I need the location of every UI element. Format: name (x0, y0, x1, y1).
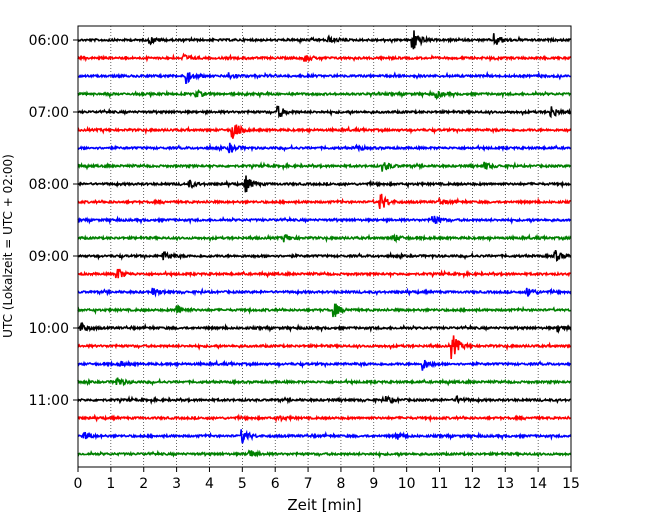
x-tick-label: 13 (496, 476, 514, 492)
trace-line (77, 88, 572, 101)
trace-line (77, 105, 572, 119)
trace-line (77, 321, 572, 335)
x-tick-label: 10 (398, 476, 416, 492)
x-axis-label: Zeit [min] (287, 496, 361, 514)
x-tick-label: 3 (172, 476, 181, 492)
trace-line (77, 175, 571, 193)
trace-line (77, 215, 572, 225)
trace-line (77, 429, 572, 444)
x-tick-label: 1 (106, 476, 115, 492)
y-tick-label: 10:00 (29, 321, 69, 337)
seismogram-traces (77, 30, 572, 459)
x-tick-label: 8 (336, 476, 345, 492)
trace-line (77, 268, 571, 280)
x-axis-ticks: 0 1 2 3 4 5 6 7 8 9 10 11 12 13 14 15 (74, 467, 580, 492)
x-tick-label: 11 (431, 476, 449, 492)
x-tick-label: 0 (74, 476, 83, 492)
plot-frame (77, 25, 572, 468)
trace-line (77, 142, 571, 154)
x-tick-label: 14 (529, 476, 547, 492)
x-tick-label: 5 (238, 476, 247, 492)
y-tick-label: 06:00 (29, 33, 69, 49)
trace-line (77, 124, 572, 139)
x-tick-label: 6 (271, 476, 280, 492)
x-tick-label: 15 (562, 476, 580, 492)
y-tick-label: 07:00 (29, 105, 69, 121)
trace-line (77, 161, 572, 172)
x-tick-label: 7 (304, 476, 313, 492)
x-tick-label: 2 (139, 476, 148, 492)
trace-line (77, 413, 571, 424)
y-tick-label: 09:00 (29, 249, 69, 265)
y-tick-label: 11:00 (29, 393, 69, 409)
trace-line (77, 193, 571, 209)
trace-line (77, 335, 571, 360)
trace-line (77, 233, 572, 244)
trace-line (77, 70, 571, 84)
trace-line (77, 287, 572, 298)
x-tick-label: 9 (369, 476, 378, 492)
trace-line (77, 303, 572, 318)
trace-line (77, 52, 572, 63)
x-tick-label: 4 (205, 476, 214, 492)
trace-line (77, 359, 571, 371)
y-axis-ticks: 06:00 07:00 08:00 09:00 10:00 11:00 (29, 33, 78, 409)
x-tick-label: 12 (463, 476, 481, 492)
y-tick-label: 08:00 (29, 177, 69, 193)
trace-line (77, 395, 572, 406)
trace-line (77, 30, 572, 50)
trace-line (77, 377, 572, 387)
y-axis-label: UTC (Lokalzeit = UTC + 02:00) (1, 154, 15, 338)
trace-line (77, 249, 572, 262)
trace-line (77, 449, 572, 459)
